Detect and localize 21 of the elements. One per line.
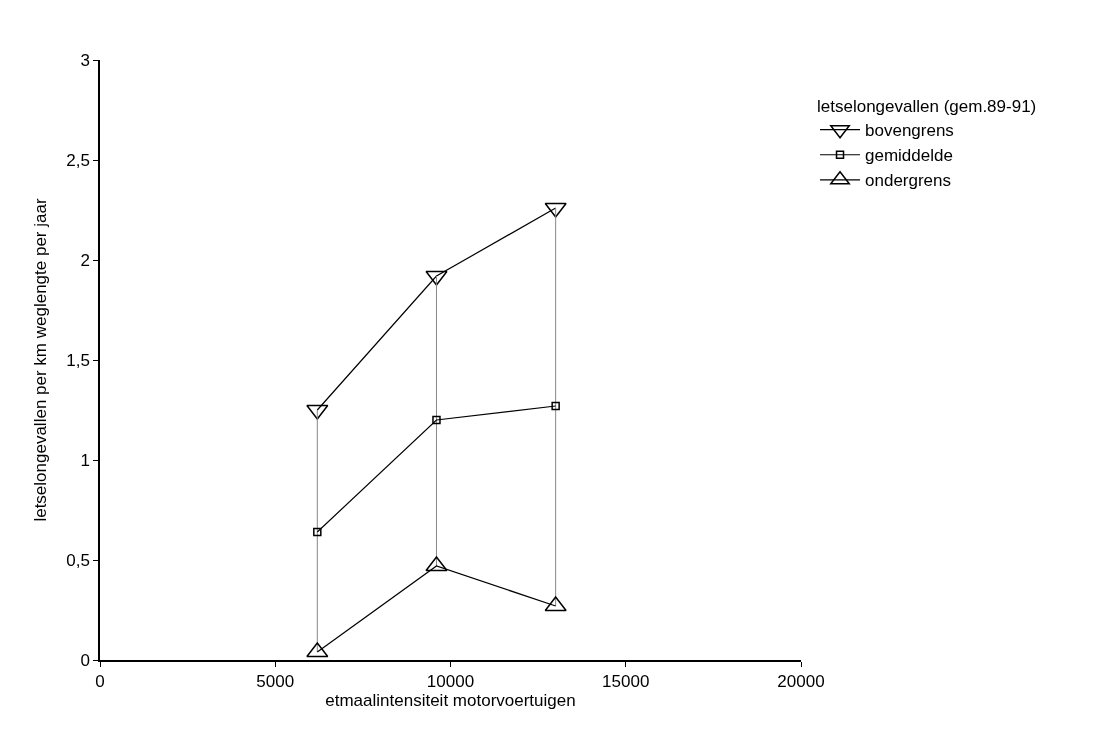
- point: [432, 415, 441, 425]
- y-tick-label: 1,5: [66, 350, 90, 370]
- x-tick-label: 0: [95, 672, 105, 692]
- y-tick-label: 0,5: [66, 550, 90, 570]
- x-tick-label: 15000: [602, 672, 650, 692]
- point: [551, 401, 560, 411]
- y-tick-label: 3: [80, 50, 90, 70]
- point: [313, 527, 322, 537]
- legend-label: ondergrens: [865, 171, 952, 191]
- x-tick-label: 20000: [777, 672, 825, 692]
- legend-label: gemiddelde: [865, 146, 953, 166]
- legend-title: letselongevallen (gem.89-91): [817, 97, 1037, 117]
- y-axis-title: letselongevallen per km weglengte per jaar: [31, 198, 51, 522]
- x-tick-label: 5000: [256, 672, 295, 692]
- y-tick-label: 0: [80, 650, 90, 670]
- y-tick-label: 2,5: [66, 150, 90, 170]
- legend-label: bovengrens: [865, 121, 954, 141]
- y-tick-label: 2: [80, 250, 90, 270]
- x-tick-label: 10000: [426, 672, 475, 692]
- x-axis-title: etmaalintensiteit motorvoertuigen: [325, 691, 576, 711]
- y-tick-label: 1: [80, 450, 90, 470]
